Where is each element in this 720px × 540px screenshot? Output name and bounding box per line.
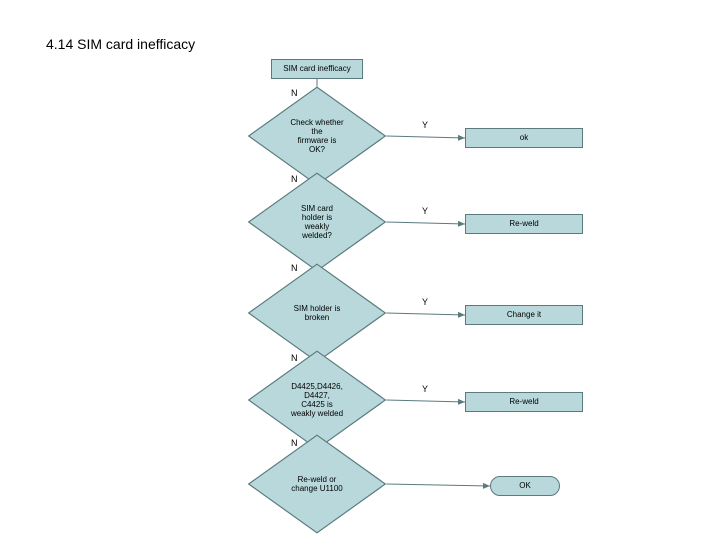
edge-label-n3: N — [291, 263, 298, 273]
node-r4: Re-weld — [465, 392, 583, 412]
edge-label-n5: N — [291, 438, 298, 448]
page-title: 4.14 SIM card inefficacy — [46, 36, 195, 52]
node-d5 — [268, 449, 366, 519]
node-d2 — [268, 187, 366, 257]
node-r5: OK — [490, 476, 560, 496]
edge-label-n1: N — [291, 88, 298, 98]
edge-label-n4: N — [291, 353, 298, 363]
edge-label-y1: Y — [422, 120, 428, 130]
node-d1 — [268, 101, 366, 171]
node-d4 — [268, 365, 366, 435]
node-r2: Re-weld — [465, 214, 583, 234]
node-r1: ok — [465, 128, 583, 148]
node-r3: Change it — [465, 305, 583, 325]
edge-label-y3: Y — [422, 297, 428, 307]
edge-label-n2: N — [291, 174, 298, 184]
edge-label-y2: Y — [422, 206, 428, 216]
node-start: SIM card inefficacy — [271, 59, 363, 79]
edge-label-y4: Y — [422, 384, 428, 394]
node-d3 — [268, 278, 366, 348]
